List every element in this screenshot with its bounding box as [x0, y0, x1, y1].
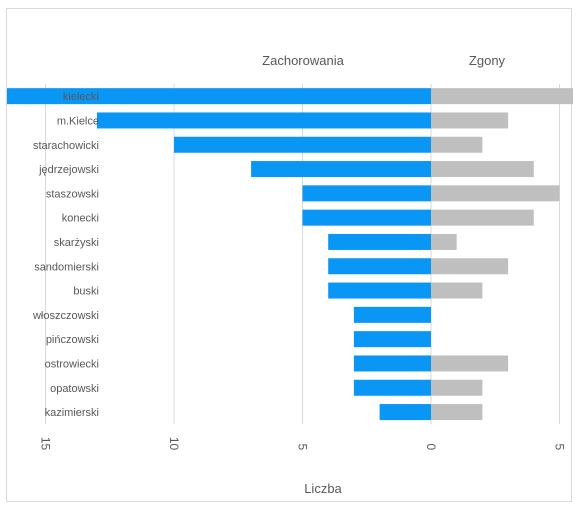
diverging-bar-chart: kielecki m.Kielce starachowicki jędrzejowsk…	[7, 53, 573, 496]
bar-zgony-skar-yski	[431, 233, 457, 250]
bar-zgony-j-drzejowski	[431, 161, 534, 178]
bar-zachorowania-ostrowiecki	[353, 355, 431, 372]
gridlines	[45, 84, 560, 425]
bar-zgony-kazimierski	[431, 404, 483, 421]
bar-zachorowania-kielecki	[7, 88, 432, 105]
category-label: sandomierski	[34, 261, 99, 273]
category-labels: kielecki m.Kielce starachowicki jędrzejowsk…	[32, 91, 99, 419]
bar-zachorowania-m-kielce	[96, 112, 432, 129]
bar-zgony-m-kielce	[431, 112, 509, 129]
bar-zachorowania-w-oszczowski	[353, 306, 431, 323]
bar-zachorowania-kazimierski	[379, 404, 431, 421]
bar-zgony-sandomierski	[431, 258, 509, 275]
category-label: staszowski	[46, 188, 99, 200]
bar-zgony-kielecki	[431, 88, 573, 105]
series-label-zgony: Zgony	[469, 53, 506, 68]
bar-zachorowania-starachowicki	[174, 136, 431, 153]
category-label: opatowski	[50, 383, 99, 395]
x-tick-label: 10	[167, 437, 181, 451]
chart-frame: kielecki m.Kielce starachowicki jędrzejowsk…	[6, 8, 573, 502]
bar-zachorowania-konecki	[302, 209, 431, 226]
category-label: kielecki	[63, 91, 99, 103]
bar-zgony-staszowski	[431, 185, 560, 202]
category-label: m.Kielce	[57, 115, 99, 127]
x-tick-label: 0	[424, 444, 438, 451]
category-label: kazimierski	[45, 407, 99, 419]
x-tick-labels: 2520151050510	[39, 437, 567, 451]
bar-zachorowania-pi-czowski	[353, 331, 431, 348]
category-label: włoszczowski	[32, 310, 99, 322]
x-tick-label: 15	[39, 437, 53, 451]
x-axis-title: Liczba	[304, 481, 342, 496]
bar-zgony-starachowicki	[431, 136, 483, 153]
bar-zgony-buski	[431, 282, 483, 299]
category-label: buski	[73, 286, 99, 298]
bar-zgony-ostrowiecki	[431, 355, 509, 372]
bar-zgony-opatowski	[431, 379, 483, 396]
category-label: konecki	[62, 213, 99, 225]
category-label: pińczowski	[46, 334, 99, 346]
x-tick-label: 5	[296, 444, 310, 451]
bar-zachorowania-j-drzejowski	[251, 161, 431, 178]
category-label: skarżyski	[54, 237, 99, 249]
bar-zachorowania-buski	[328, 282, 431, 299]
bar-zachorowania-opatowski	[353, 379, 431, 396]
category-label: starachowicki	[33, 140, 99, 152]
bar-zachorowania-staszowski	[302, 185, 431, 202]
category-label: ostrowiecki	[45, 358, 99, 370]
series-label-zachorowania: Zachorowania	[262, 53, 344, 68]
category-label: jędrzejowski	[38, 164, 99, 176]
bar-zgony-konecki	[431, 209, 534, 226]
bars	[7, 88, 573, 421]
bar-zachorowania-skar-yski	[328, 233, 431, 250]
bar-zachorowania-sandomierski	[328, 258, 431, 275]
x-tick-label: 5	[553, 444, 567, 451]
